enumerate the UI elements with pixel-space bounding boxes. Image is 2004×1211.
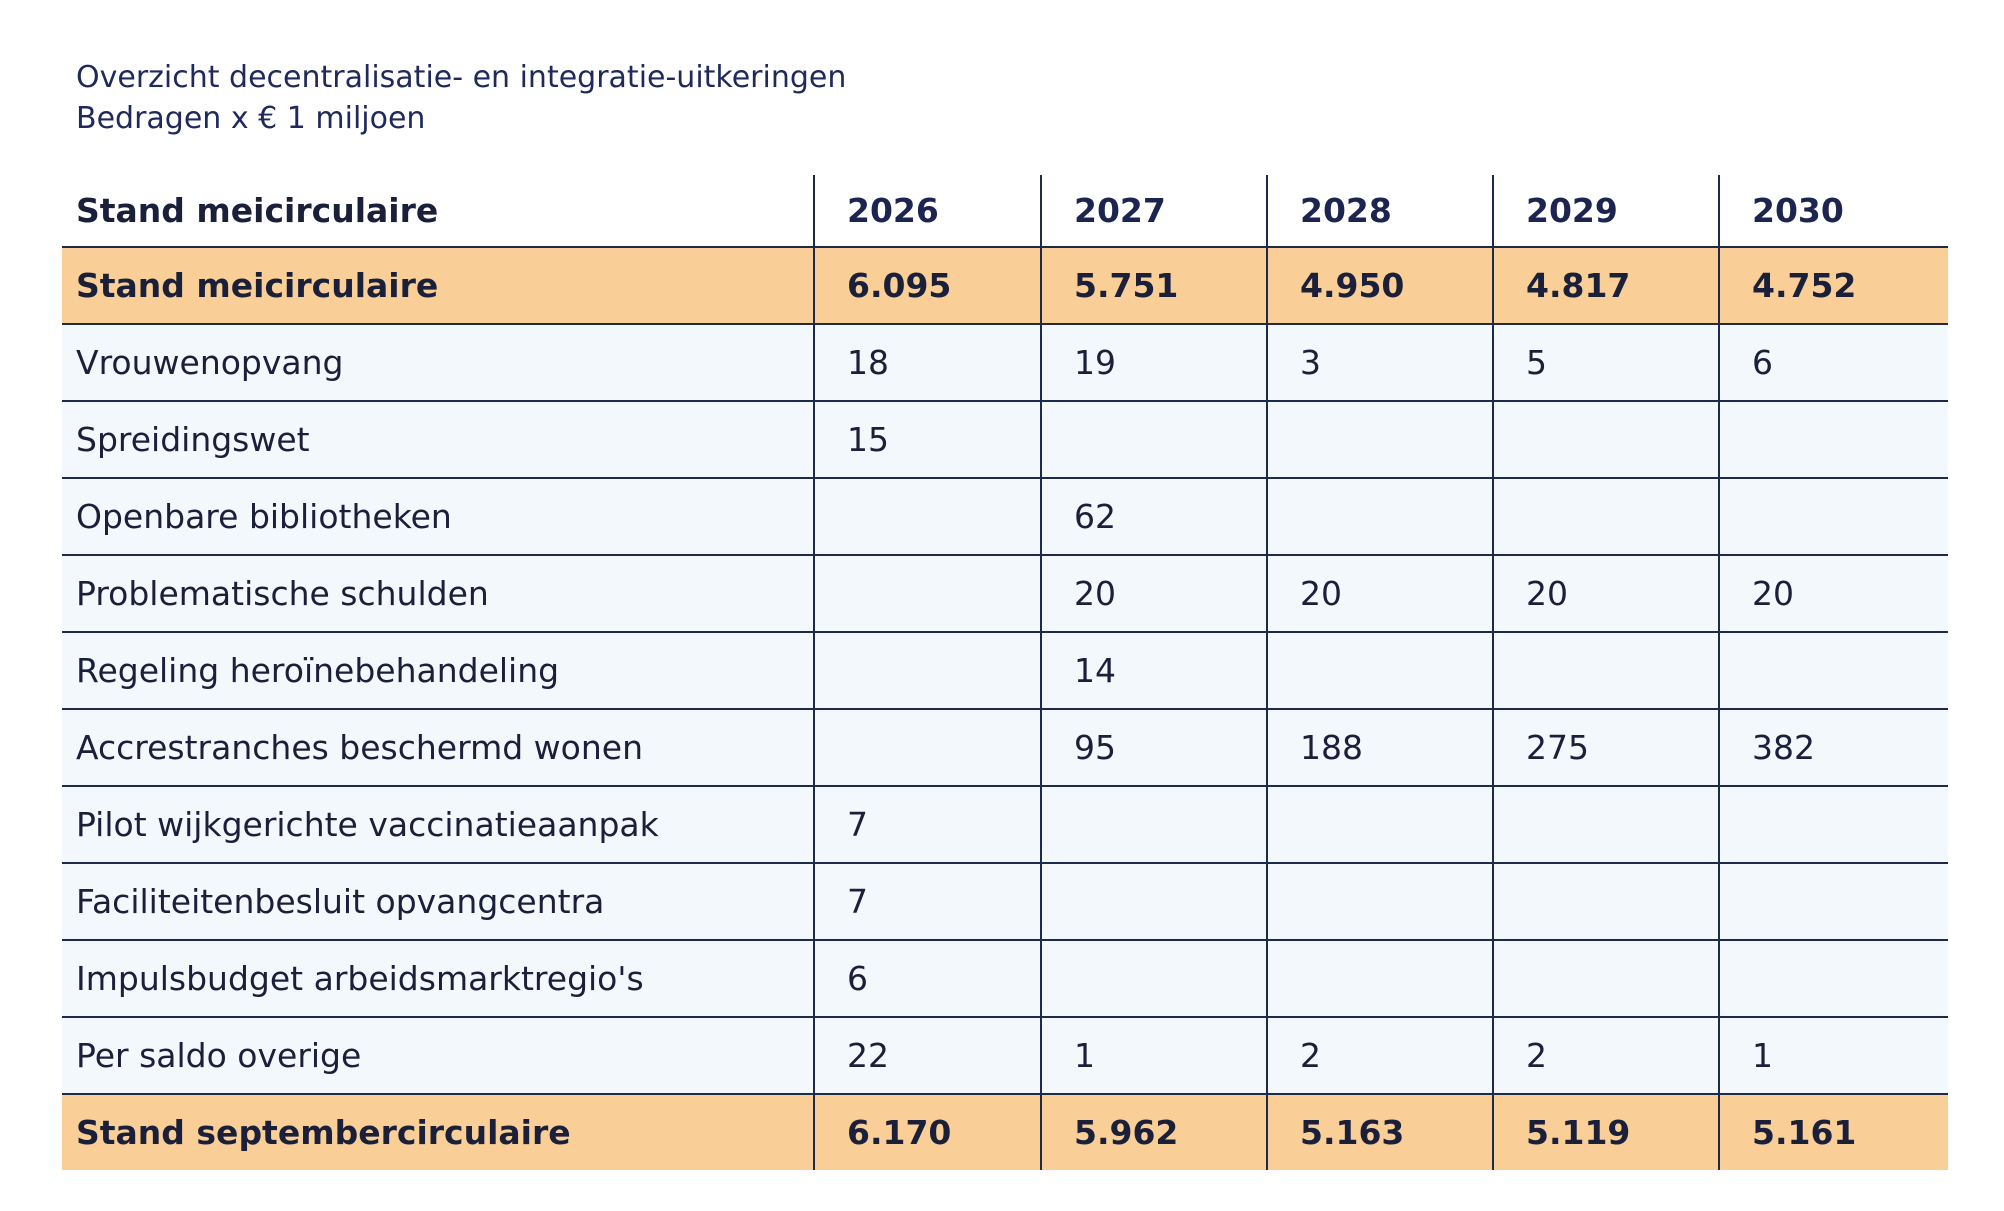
value-cell — [1492, 478, 1719, 556]
value-cell: 15 — [813, 401, 1041, 479]
column-header: Stand meicirculaire — [62, 175, 814, 248]
title: Overzicht decentralisatie- en integratie… — [76, 60, 847, 95]
value-cell: 5.119 — [1492, 1094, 1719, 1170]
subtitle: Bedragen x € 1 miljoen — [76, 101, 426, 136]
table-row: Per saldo overige 22 1 2 2 1 — [62, 1017, 1948, 1095]
value-cell — [1040, 401, 1267, 479]
column-header: 2030 — [1718, 175, 1948, 248]
value-cell — [1266, 632, 1493, 710]
row-label: Spreidingswet — [62, 401, 814, 479]
row-label: Openbare bibliotheken — [62, 478, 814, 556]
row-label: Problematische schulden — [62, 555, 814, 633]
value-cell: 20 — [1492, 555, 1719, 633]
value-cell — [1492, 863, 1719, 941]
value-cell: 62 — [1040, 478, 1267, 556]
value-cell: 20 — [1718, 555, 1948, 633]
table-row: Vrouwenopvang 18 19 3 5 6 — [62, 324, 1948, 402]
value-cell — [1266, 478, 1493, 556]
value-cell — [1718, 940, 1948, 1018]
table-row: Problematische schulden 20 20 20 20 — [62, 555, 1948, 633]
value-cell: 2 — [1492, 1017, 1719, 1095]
value-cell — [1266, 863, 1493, 941]
value-cell: 18 — [813, 324, 1041, 402]
value-cell — [813, 478, 1041, 556]
value-cell: 19 — [1040, 324, 1267, 402]
value-cell — [1040, 786, 1267, 864]
value-cell: 6 — [813, 940, 1041, 1018]
row-label: Regeling heroïnebehandeling — [62, 632, 814, 710]
value-cell — [1492, 632, 1719, 710]
row-label: Pilot wijkgerichte vaccinatieaanpak — [62, 786, 814, 864]
header-row: Stand meicirculaire 2026 2027 2028 2029 2030 — [62, 175, 1948, 248]
value-cell: 22 — [813, 1017, 1041, 1095]
column-header: 2029 — [1492, 175, 1719, 248]
row-label: Stand septembercirculaire — [62, 1094, 814, 1170]
table-row: Faciliteitenbesluit opvangcentra 7 — [62, 863, 1948, 941]
table-body: Stand meicirculaire 6.095 5.751 4.950 4.817 4… — [62, 247, 1948, 1170]
value-cell: 4.950 — [1266, 247, 1493, 325]
value-cell: 2 — [1266, 1017, 1493, 1095]
value-cell: 5.962 — [1040, 1094, 1267, 1170]
value-cell — [1718, 786, 1948, 864]
value-cell: 188 — [1266, 709, 1493, 787]
value-cell: 1 — [1718, 1017, 1948, 1095]
value-cell: 4.752 — [1718, 247, 1948, 325]
table-row: Stand meicirculaire 6.095 5.751 4.950 4.817 4… — [62, 247, 1948, 325]
value-cell: 20 — [1266, 555, 1493, 633]
row-label: Accrestranches beschermd wonen — [62, 709, 814, 787]
value-cell — [1718, 632, 1948, 710]
value-cell — [1492, 940, 1719, 1018]
column-header: 2026 — [813, 175, 1041, 248]
table: Stand meicirculaire 2026 2027 2028 2029 2030 … — [62, 175, 1948, 1170]
value-cell: 14 — [1040, 632, 1267, 710]
value-cell — [1492, 786, 1719, 864]
table-row: Impulsbudget arbeidsmarktregio's 6 — [62, 940, 1948, 1018]
value-cell: 3 — [1266, 324, 1493, 402]
row-label: Faciliteitenbesluit opvangcentra — [62, 863, 814, 941]
row-label: Stand meicirculaire — [62, 247, 814, 325]
value-cell: 7 — [813, 786, 1041, 864]
value-cell — [1266, 786, 1493, 864]
value-cell: 95 — [1040, 709, 1267, 787]
value-cell: 6.170 — [813, 1094, 1041, 1170]
value-cell: 5 — [1492, 324, 1719, 402]
value-cell: 6 — [1718, 324, 1948, 402]
table-row: Accrestranches beschermd wonen 95 188 275 38… — [62, 709, 1948, 787]
row-label: Vrouwenopvang — [62, 324, 814, 402]
value-cell — [1718, 401, 1948, 479]
value-cell: 5.161 — [1718, 1094, 1948, 1170]
value-cell: 6.095 — [813, 247, 1041, 325]
column-header: 2027 — [1040, 175, 1267, 248]
row-label: Impulsbudget arbeidsmarktregio's — [62, 940, 814, 1018]
value-cell — [813, 709, 1041, 787]
table-row: Spreidingswet 15 — [62, 401, 1948, 479]
value-cell — [1040, 863, 1267, 941]
value-cell — [1492, 401, 1719, 479]
value-cell: 275 — [1492, 709, 1719, 787]
value-cell — [1266, 401, 1493, 479]
table-row: Pilot wijkgerichte vaccinatieaanpak 7 — [62, 786, 1948, 864]
row-label: Per saldo overige — [62, 1017, 814, 1095]
value-cell — [813, 632, 1041, 710]
value-cell: 20 — [1040, 555, 1267, 633]
value-cell — [813, 555, 1041, 633]
value-cell — [1040, 940, 1267, 1018]
value-cell: 382 — [1718, 709, 1948, 787]
value-cell: 7 — [813, 863, 1041, 941]
value-cell: 1 — [1040, 1017, 1267, 1095]
value-cell: 5.163 — [1266, 1094, 1493, 1170]
value-cell — [1718, 478, 1948, 556]
table-row: Openbare bibliotheken 62 — [62, 478, 1948, 556]
table-row: Stand septembercirculaire 6.170 5.962 5.163… — [62, 1094, 1948, 1170]
value-cell — [1718, 863, 1948, 941]
value-cell: 4.817 — [1492, 247, 1719, 325]
table-row: Regeling heroïnebehandeling 14 — [62, 632, 1948, 710]
value-cell: 5.751 — [1040, 247, 1267, 325]
column-header: 2028 — [1266, 175, 1493, 248]
value-cell — [1266, 940, 1493, 1018]
